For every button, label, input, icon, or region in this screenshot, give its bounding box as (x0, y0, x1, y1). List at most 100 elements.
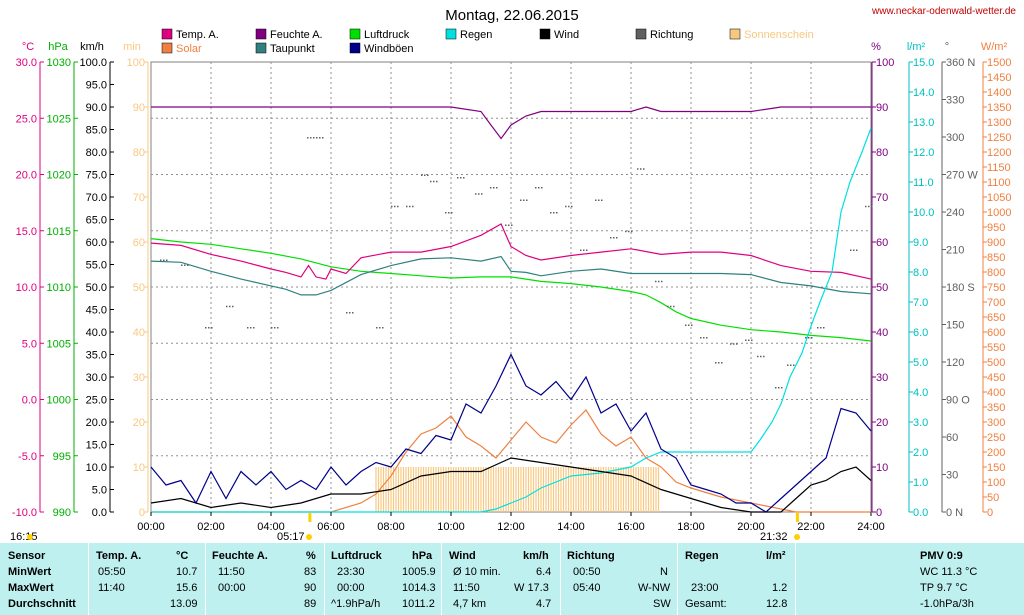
tick-label-solar: 1350 (987, 102, 1011, 114)
time-tick-label: 10:00 (437, 521, 465, 533)
tick-label-wind: 50.0 (86, 282, 107, 294)
legend-swatch (161, 42, 173, 54)
unit-humidity: % (871, 41, 881, 53)
tick-label-wind: 35.0 (86, 350, 107, 362)
stats-row-label: Durchschnitt (8, 598, 76, 610)
direction-point (247, 327, 249, 329)
direction-point (853, 249, 855, 251)
tick-label-solar: 700 (987, 297, 1005, 309)
daylength-label: 16:15 (10, 531, 38, 543)
tick-label-humidity: 40 (876, 327, 888, 339)
stats-pressure-trend: ^1.9hPa/h (331, 598, 381, 610)
stats-humidity-max: 90 (304, 582, 317, 594)
direction-point (481, 193, 483, 195)
direction-point (229, 305, 231, 308)
tick-label-pressure: 995 (53, 451, 71, 463)
stats-pmv-title: PMV 0:9 (920, 550, 963, 562)
direction-point (163, 259, 165, 261)
direction-point (271, 327, 273, 329)
direction-point (583, 249, 585, 251)
tick-label-temp: 20.0 (16, 170, 37, 182)
tick-label-rain: 11.0 (913, 177, 934, 189)
tick-label-temp: 25.0 (16, 113, 37, 125)
tick-label-wind: 65.0 (86, 215, 107, 227)
legend-swatch (349, 28, 361, 40)
legend-swatch (255, 42, 267, 54)
direction-point (718, 362, 720, 364)
tick-label-wind: 0.0 (92, 507, 107, 519)
direction-point (670, 305, 672, 308)
tick-label-rain: 5.0 (913, 357, 928, 369)
series-line-taupunkt (150, 255, 872, 296)
direction-point (181, 264, 183, 266)
tick-label-humidity: 60 (876, 237, 888, 249)
time-tick-label: 08:00 (377, 521, 405, 533)
stats-wind-mean: 4.7 (536, 598, 552, 610)
tick-label-solar: 450 (987, 372, 1005, 384)
stats-pressure-max-time: 00:00 (337, 582, 365, 594)
tick-label-solar: 1050 (987, 192, 1011, 204)
tick-label-rain: 2.0 (913, 447, 928, 459)
tick-label-humidity: 20 (876, 417, 888, 429)
direction-point (187, 264, 189, 266)
direction-point (253, 327, 255, 329)
stats-rain-total-label: Gesamt: (685, 598, 727, 610)
legend-label: Regen (460, 29, 492, 41)
direction-point (616, 237, 618, 239)
direction-point (691, 324, 693, 326)
direction-point (436, 180, 438, 183)
direction-point (250, 327, 252, 329)
time-tick-label: 20:00 (737, 521, 765, 533)
tick-label-solar: 250 (987, 432, 1005, 444)
direction-point (166, 259, 168, 261)
stats-temp-max-time: 11:40 (98, 582, 125, 594)
grid (150, 61, 872, 513)
time-axis: 00:00 02:00 04:00 06:00 08:00 10:00 12:00 14:00… (137, 512, 885, 533)
stats-wind-max-time: 11:50 (453, 582, 480, 594)
tick-label-dir: 90 O (946, 395, 970, 407)
time-tick-label: 14:00 (557, 521, 585, 533)
direction-point (409, 205, 411, 208)
direction-point (595, 199, 597, 201)
tick-label-sun: 40 (133, 327, 145, 339)
tick-label-sun: 50 (133, 282, 145, 294)
tick-label-solar: 300 (987, 417, 1005, 429)
direction-point (808, 337, 810, 339)
tick-label-dir: 150 (946, 320, 964, 332)
time-tick-label: 18:00 (677, 521, 705, 533)
direction-point (553, 212, 555, 214)
direction-point (490, 187, 492, 189)
direction-point (865, 205, 867, 208)
direction-point (715, 362, 717, 364)
tick-label-sun: 80 (133, 147, 145, 159)
tick-label-wind: 45.0 (86, 305, 107, 317)
stats-temp-avg: 13.09 (170, 598, 198, 610)
direction-point (550, 212, 552, 214)
tick-label-rain: 7.0 (913, 297, 928, 309)
direction-point (382, 327, 384, 329)
tick-label-solar: 1300 (987, 117, 1011, 129)
tick-label-solar: 150 (987, 462, 1005, 474)
stats-direction-max: W-NW (638, 582, 671, 594)
direction-point (571, 205, 573, 208)
direction-point (745, 339, 747, 341)
stats-pressure-min-time: 23:30 (337, 566, 365, 578)
tick-label-temp: -10.0 (12, 507, 37, 519)
tick-label-wind: 5.0 (92, 485, 107, 497)
direction-point (460, 177, 462, 179)
direction-point (433, 180, 435, 183)
series-line-regen (151, 127, 872, 513)
tick-label-wind: 70.0 (86, 192, 107, 204)
tick-label-solar: 200 (987, 447, 1005, 459)
direction-point (778, 387, 780, 389)
unit-solar: W/m² (981, 41, 1008, 53)
direction-point (751, 339, 753, 341)
legend-label: Solar (176, 43, 202, 55)
tick-label-dir: 330 (946, 95, 964, 107)
tick-label-sun: 60 (133, 237, 145, 249)
direction-point (868, 205, 870, 208)
time-tick-label: 12:00 (497, 521, 525, 533)
axis-units: °C hPa km/h min% l/m² ° W/m² (22, 41, 1008, 53)
stats-direction-min: N (660, 566, 668, 578)
tick-label-solar: 400 (987, 387, 1005, 399)
